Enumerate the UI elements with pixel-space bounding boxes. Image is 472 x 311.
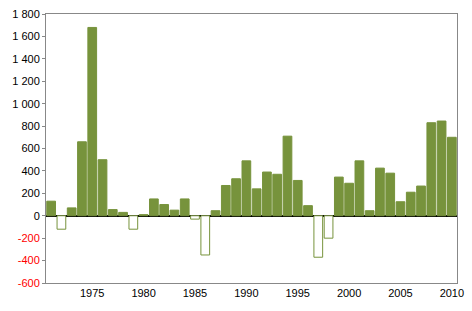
svg-text:-400: -400 [18, 254, 40, 266]
svg-text:1990: 1990 [234, 287, 258, 299]
svg-text:1 200: 1 200 [12, 75, 40, 87]
svg-text:1 000: 1 000 [12, 98, 40, 110]
svg-text:400: 400 [21, 165, 39, 177]
svg-text:1 600: 1 600 [12, 30, 40, 42]
svg-text:-200: -200 [18, 232, 40, 244]
svg-text:2005: 2005 [388, 287, 412, 299]
svg-text:2000: 2000 [337, 287, 361, 299]
svg-text:600: 600 [21, 142, 39, 154]
svg-text:800: 800 [21, 120, 39, 132]
svg-text:1 800: 1 800 [12, 8, 40, 20]
svg-text:1 400: 1 400 [12, 53, 40, 65]
svg-text:0: 0 [34, 210, 40, 222]
svg-text:1995: 1995 [285, 287, 309, 299]
svg-text:1975: 1975 [80, 287, 104, 299]
svg-text:2010: 2010 [440, 287, 464, 299]
svg-text:200: 200 [21, 187, 39, 199]
svg-text:1980: 1980 [131, 287, 155, 299]
svg-text:-600: -600 [18, 277, 40, 289]
svg-text:1985: 1985 [183, 287, 207, 299]
